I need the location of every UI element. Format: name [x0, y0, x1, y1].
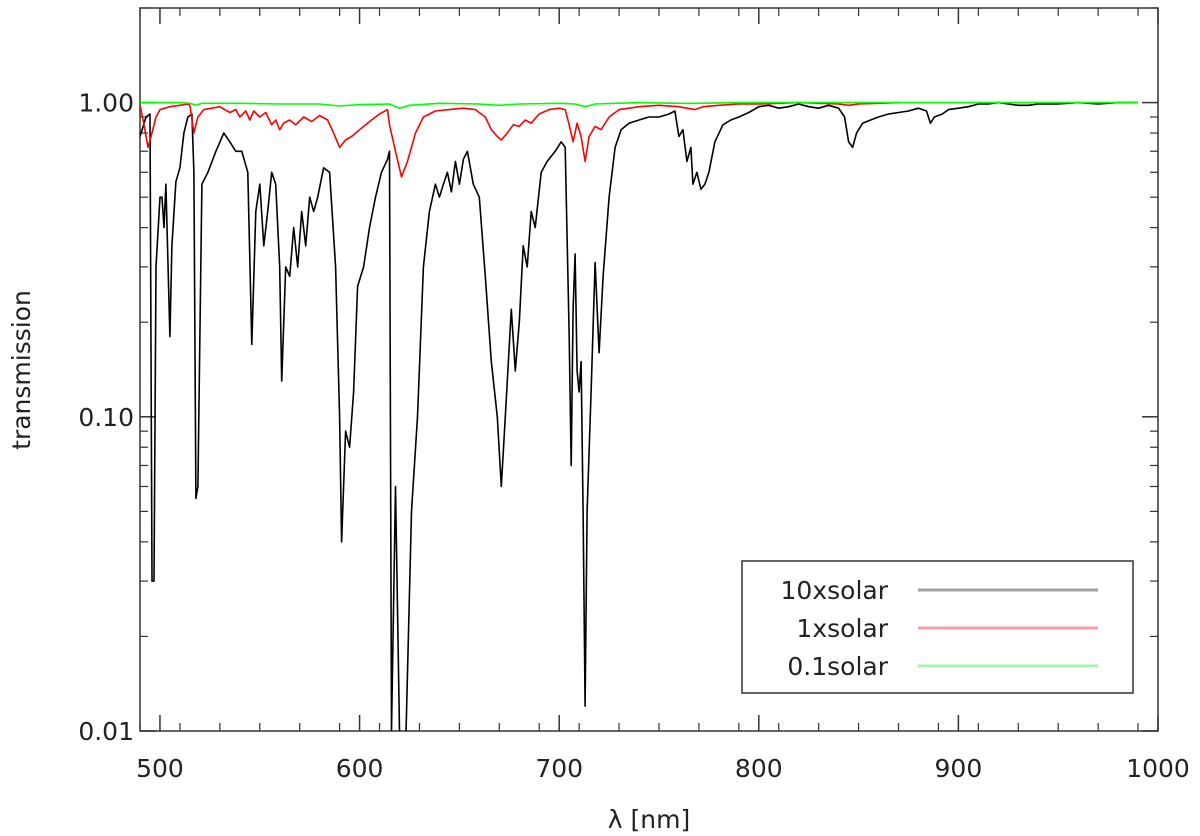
x-tick-label: 900 — [935, 754, 983, 783]
legend-label: 10xsolar — [781, 576, 889, 605]
legend-label: 0.1solar — [787, 652, 888, 681]
plot-frame — [139, 7, 1159, 732]
series-layer — [140, 101, 1138, 731]
axis-ticks — [139, 7, 1159, 732]
legend-label: 1xsolar — [796, 614, 888, 643]
y-tick-label: 1.00 — [78, 89, 134, 118]
y-tick-label: 0.01 — [78, 717, 134, 746]
series-line-10xsolar — [140, 101, 1138, 731]
x-tick-label: 500 — [136, 754, 184, 783]
x-tick-label: 1000 — [1126, 754, 1190, 783]
series-line-0-1solar — [140, 101, 1138, 109]
x-tick-label: 700 — [535, 754, 583, 783]
x-tick-label: 600 — [336, 754, 384, 783]
legend: 10xsolar 1xsolar 0.1solar — [741, 560, 1134, 694]
y-axis-title: transmission — [7, 290, 36, 450]
plot-area — [139, 7, 1159, 732]
axis-tick-labels: 500 600 700 800 900 1000 0.01 0.10 1.00 — [78, 89, 1189, 783]
series-line-1xsolar — [140, 101, 899, 178]
x-tick-label: 800 — [735, 754, 783, 783]
y-tick-label: 0.10 — [78, 403, 134, 432]
x-axis-title: λ [nm] — [608, 805, 690, 834]
